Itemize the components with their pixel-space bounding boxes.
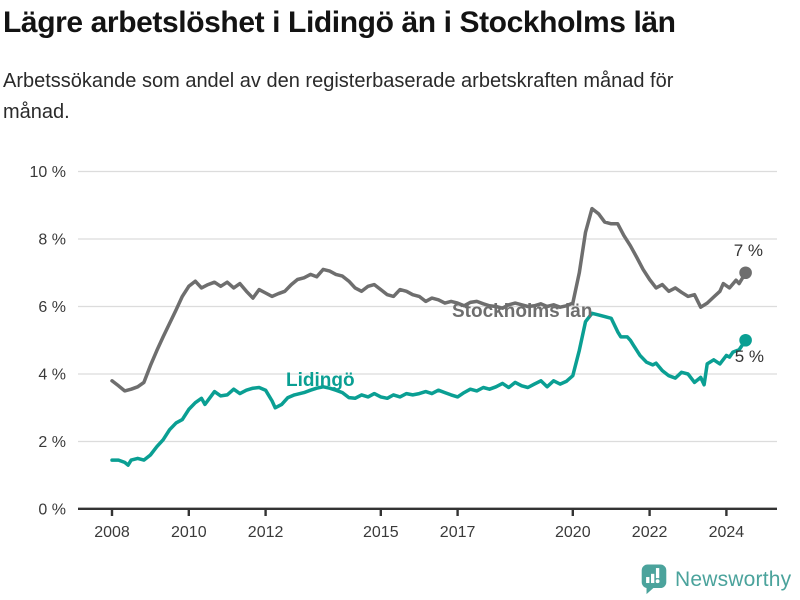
x-tick-label: 2020	[555, 524, 591, 541]
y-tick-label: 10 %	[30, 164, 66, 181]
page-title: Lägre arbetslöshet i Lidingö än i Stockh…	[3, 6, 676, 39]
series-label-lidingo: Lidingö	[286, 370, 355, 391]
end-value-label-lidingo: 5 %	[735, 347, 764, 366]
x-tick-label: 2022	[632, 524, 668, 541]
chart-subtitle: Arbetssökande som andel av den registerb…	[3, 70, 674, 123]
x-axis-tick-labels: 2008 2010 2012 2015 2017 2020 2022 2024	[94, 524, 744, 541]
series-end-dot-stockholms-lan	[739, 266, 752, 280]
y-tick-label: 8 %	[38, 232, 66, 249]
y-tick-label: 0 %	[38, 502, 66, 519]
y-tick-label: 4 %	[38, 367, 66, 384]
x-axis	[78, 507, 777, 516]
series-label-stockholms-lan: Stockholms län	[452, 301, 592, 322]
x-tick-label: 2015	[363, 524, 399, 541]
y-tick-label: 2 %	[38, 434, 66, 451]
x-tick-label: 2012	[248, 524, 284, 541]
y-axis-tick-labels: 10 % 8 % 6 % 4 % 2 % 0 %	[30, 164, 66, 519]
gridlines	[78, 170, 777, 443]
x-tick-label: 2010	[171, 524, 207, 541]
brand-name: Newsworthy	[675, 567, 792, 591]
x-tick-label: 2008	[94, 524, 130, 541]
end-value-label-stockholms-lan: 7 %	[734, 241, 763, 260]
series-line-lidingo	[110, 311, 748, 467]
newsworthy-logo-icon	[641, 564, 667, 595]
series-line-stockholms-lan	[110, 206, 748, 393]
unemployment-line-chart: 10 % 8 % 6 % 4 % 2 % 0 % 2008 2010 2012 2015 2017…	[30, 164, 777, 541]
x-tick-label: 2024	[709, 524, 745, 541]
x-tick-label: 2017	[440, 524, 476, 541]
series-lines	[110, 206, 752, 467]
series-end-dot-lidingo	[739, 333, 752, 347]
brand-footer: Newsworthy	[641, 564, 791, 595]
y-tick-label: 6 %	[38, 299, 66, 316]
